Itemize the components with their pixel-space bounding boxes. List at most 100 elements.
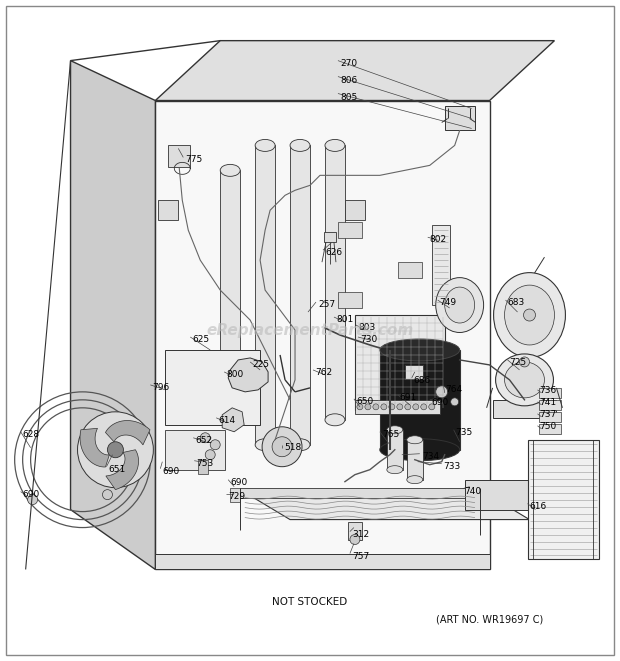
Circle shape	[389, 404, 395, 410]
Polygon shape	[106, 449, 138, 490]
Text: 802: 802	[430, 235, 447, 244]
Ellipse shape	[445, 287, 475, 323]
Bar	[338, 222, 362, 238]
Circle shape	[397, 404, 403, 410]
Text: 800: 800	[226, 370, 244, 379]
Circle shape	[421, 404, 427, 410]
Circle shape	[262, 427, 302, 467]
Ellipse shape	[505, 285, 554, 345]
Text: 257: 257	[318, 300, 335, 309]
Polygon shape	[255, 145, 275, 445]
Text: 691: 691	[400, 393, 417, 402]
Ellipse shape	[325, 414, 345, 426]
Bar	[348, 522, 362, 539]
Circle shape	[102, 490, 112, 500]
Text: 757: 757	[352, 551, 369, 561]
Bar	[166, 350, 260, 425]
Bar	[168, 145, 190, 167]
Text: 225: 225	[252, 360, 269, 369]
Bar	[539, 388, 562, 398]
Ellipse shape	[436, 278, 484, 332]
Bar	[405, 365, 423, 379]
Circle shape	[381, 404, 387, 410]
Ellipse shape	[387, 426, 403, 434]
Text: 740: 740	[464, 486, 482, 496]
Bar	[464, 480, 534, 510]
Circle shape	[272, 437, 292, 457]
Circle shape	[107, 442, 123, 457]
Text: 690: 690	[23, 490, 40, 498]
Circle shape	[373, 404, 379, 410]
Ellipse shape	[494, 272, 565, 358]
Text: 518: 518	[284, 443, 301, 451]
Text: 652: 652	[195, 436, 213, 445]
Bar	[230, 488, 240, 502]
Text: 616: 616	[529, 502, 547, 510]
Bar	[338, 292, 362, 308]
Polygon shape	[380, 350, 459, 449]
Bar	[539, 400, 562, 410]
Ellipse shape	[387, 466, 403, 474]
Text: 750: 750	[539, 422, 557, 431]
Text: NOT STOCKED: NOT STOCKED	[272, 598, 348, 607]
Text: 741: 741	[539, 398, 557, 407]
Text: 796: 796	[153, 383, 170, 392]
Bar	[398, 332, 422, 348]
Circle shape	[205, 449, 215, 459]
Bar	[387, 430, 403, 470]
Text: 803: 803	[358, 323, 375, 332]
Text: 805: 805	[340, 93, 357, 102]
Circle shape	[357, 404, 363, 410]
Text: 614: 614	[218, 416, 236, 425]
Polygon shape	[71, 61, 156, 570]
Polygon shape	[240, 488, 480, 498]
Circle shape	[523, 309, 536, 321]
Text: eReplacementParts.com: eReplacementParts.com	[206, 323, 414, 338]
Polygon shape	[228, 358, 268, 392]
Polygon shape	[290, 145, 310, 445]
Bar	[355, 315, 445, 410]
Polygon shape	[156, 100, 490, 570]
Text: 764: 764	[446, 385, 463, 394]
Ellipse shape	[407, 476, 423, 484]
Circle shape	[365, 404, 371, 410]
Text: 651: 651	[108, 465, 126, 474]
Ellipse shape	[380, 339, 459, 361]
Text: 625: 625	[192, 335, 210, 344]
Ellipse shape	[290, 439, 310, 451]
Polygon shape	[105, 420, 150, 445]
Text: 775: 775	[185, 155, 203, 165]
Text: 806: 806	[340, 75, 357, 85]
Polygon shape	[156, 40, 554, 100]
Text: 270: 270	[340, 59, 357, 67]
Text: (ART NO. WR19697 C): (ART NO. WR19697 C)	[436, 614, 543, 625]
Text: 749: 749	[440, 298, 457, 307]
Text: 690: 690	[162, 467, 180, 476]
Text: 725: 725	[510, 358, 526, 367]
Bar	[198, 459, 208, 474]
Text: 765: 765	[382, 430, 399, 439]
Text: 312: 312	[352, 529, 369, 539]
Text: 733: 733	[444, 461, 461, 471]
Text: 730: 730	[360, 335, 377, 344]
Bar	[445, 106, 475, 130]
Bar	[324, 232, 336, 242]
Polygon shape	[222, 408, 244, 432]
Bar	[345, 200, 365, 220]
Bar	[158, 200, 179, 220]
Bar	[407, 440, 423, 480]
Circle shape	[520, 357, 529, 367]
Polygon shape	[220, 171, 240, 420]
Bar	[166, 430, 225, 470]
Ellipse shape	[220, 165, 240, 176]
Ellipse shape	[325, 139, 345, 151]
Circle shape	[200, 433, 210, 443]
Bar	[528, 440, 600, 559]
Text: 650: 650	[356, 397, 373, 406]
Text: 729: 729	[228, 492, 246, 500]
Polygon shape	[80, 428, 109, 467]
Ellipse shape	[495, 354, 554, 406]
Ellipse shape	[505, 362, 544, 398]
Text: 734: 734	[422, 451, 439, 461]
Bar	[493, 400, 556, 418]
